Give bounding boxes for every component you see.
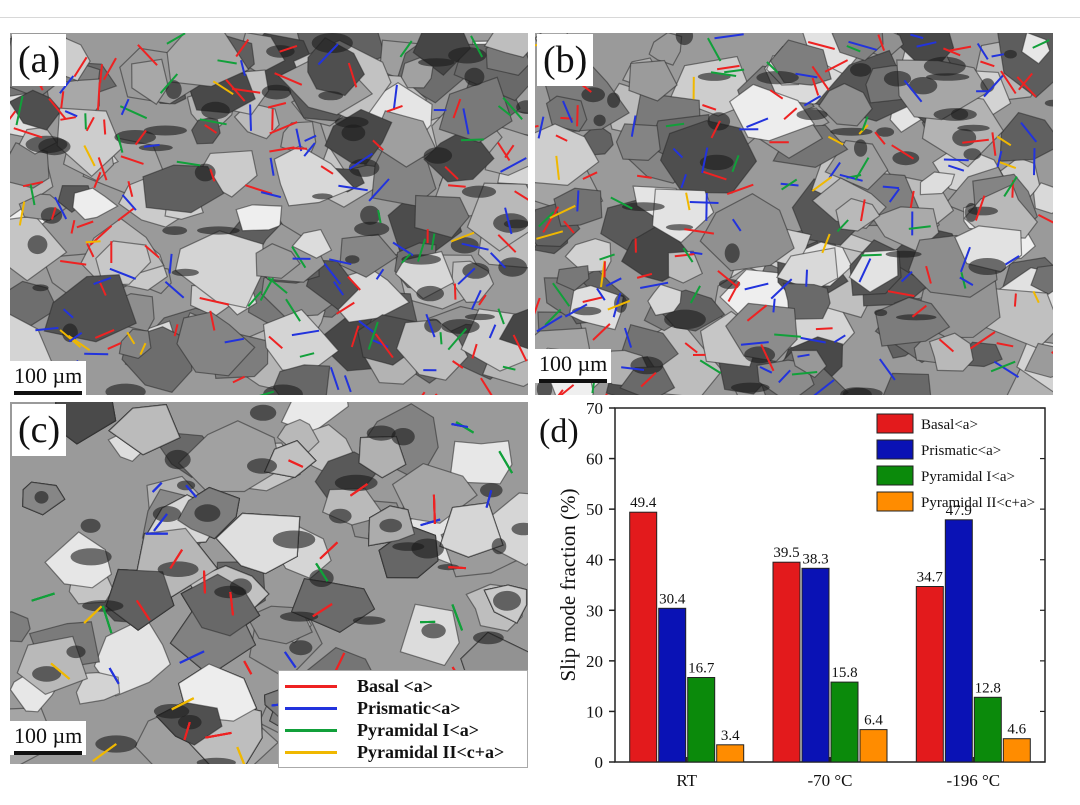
- scale-line-c: [14, 751, 83, 755]
- bar-4-2: [859, 729, 888, 763]
- y-axis-label: Slip mode fraction (%): [556, 488, 580, 681]
- data-label: 34.7: [917, 570, 944, 586]
- trace-key-label-prismatic: Prismatic<a>: [357, 697, 461, 718]
- data-label: 39.5: [773, 545, 799, 561]
- micrograph-a: [10, 33, 528, 395]
- bar-4-3: [1002, 738, 1031, 763]
- x-tick-label: -196 °C: [947, 771, 1001, 790]
- bar-1-3: [915, 586, 944, 763]
- scale-text-b: 100 µm: [539, 351, 608, 376]
- data-label: 12.8: [975, 680, 1001, 696]
- legend-swatch: [876, 491, 914, 512]
- data-label: 47.9: [946, 503, 972, 519]
- bar-2-3: [944, 519, 973, 763]
- legend-swatch: [876, 413, 914, 434]
- legend-swatch: [876, 465, 914, 486]
- bar-4-1: [716, 744, 745, 763]
- scale-line-a: [14, 391, 83, 395]
- trace-key-swatch-pyramidal-2: [285, 750, 337, 754]
- bar-3-2: [830, 681, 859, 763]
- panel-label-a: (a): [12, 34, 67, 86]
- data-label: 16.7: [688, 661, 715, 677]
- trace-key-row: Pyramidal II<c+a>: [285, 741, 521, 763]
- trace-key-label-pyramidal-1: Pyramidal I<a>: [357, 719, 480, 740]
- scale-text-a: 100 µm: [14, 363, 83, 388]
- scale-text-c: 100 µm: [14, 723, 83, 748]
- bar-2-1: [658, 607, 687, 763]
- trace-key-label-pyramidal-2: Pyramidal II<c+a>: [357, 741, 505, 762]
- data-label: 3.4: [721, 728, 740, 744]
- bar-3-1: [687, 677, 716, 763]
- scale-bar-a: 100 µm: [10, 361, 87, 395]
- y-tick-label: 40: [586, 551, 603, 570]
- y-tick-label: 50: [586, 500, 603, 519]
- y-tick-label: 20: [586, 652, 603, 671]
- y-tick-label: 70: [586, 402, 603, 418]
- trace-key-swatch-prismatic: [285, 706, 337, 710]
- panel-label-d: (d): [539, 413, 579, 450]
- slip-mode-chart: (d) 0 10 20 30 40 50 60 70 Slip mode fraction (%)…: [539, 402, 1046, 790]
- top-divider: [0, 17, 1080, 18]
- bar-3-3: [973, 696, 1002, 763]
- y-tick-label: 30: [586, 601, 603, 620]
- x-tick-label: -70 °C: [807, 771, 852, 790]
- data-label: 49.4: [630, 495, 657, 511]
- bar-2-2: [801, 567, 830, 763]
- legend-label: Basal<a>: [921, 417, 978, 433]
- legend-label: Pyramidal I<a>: [921, 469, 1015, 485]
- trace-key-row: Prismatic<a>: [285, 697, 521, 719]
- scale-bar-b: 100 µm: [535, 349, 612, 383]
- legend-swatch: [876, 439, 914, 460]
- legend-label: Prismatic<a>: [921, 443, 1001, 459]
- y-tick-label: 60: [586, 450, 603, 469]
- data-label: 6.4: [864, 713, 883, 729]
- bar-1-2: [772, 561, 801, 763]
- panel-label-b: (b): [537, 34, 594, 86]
- bar-1-1: [629, 511, 658, 763]
- panel-label-c: (c): [12, 404, 67, 456]
- scale-bar-c: 100 µm: [10, 721, 87, 755]
- data-label: 30.4: [659, 591, 686, 607]
- trace-key-row: Basal <a>: [285, 675, 521, 697]
- scale-line-b: [539, 379, 608, 383]
- trace-key-swatch-basal: [285, 684, 337, 688]
- trace-key-row: Pyramidal I<a>: [285, 719, 521, 741]
- x-tick-label: RT: [676, 771, 697, 790]
- micrograph-b: [535, 33, 1053, 395]
- y-tick-label: 0: [595, 753, 604, 772]
- data-label: 4.6: [1007, 722, 1026, 738]
- micrograph-c: [10, 402, 528, 764]
- data-label: 38.3: [802, 551, 828, 567]
- trace-key-label-basal: Basal <a>: [357, 675, 434, 696]
- data-label: 15.8: [831, 665, 857, 681]
- legend-label: Pyramidal II<c+a>: [921, 495, 1035, 511]
- y-tick-label: 10: [586, 702, 603, 721]
- trace-key-swatch-pyramidal-1: [285, 728, 337, 732]
- trace-key: Basal <a> Prismatic<a> Pyramidal I<a> Py…: [278, 670, 528, 768]
